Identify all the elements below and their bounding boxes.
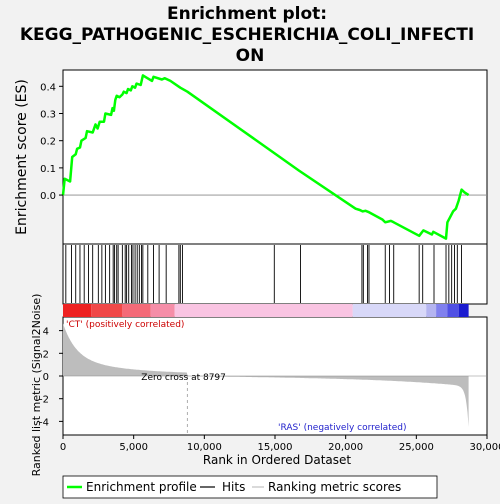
x-tick-label: 25,000 [399,442,434,453]
chart-title-line-3: ON [236,46,265,66]
positive-correlation-label: 'CT' (positively correlated) [66,320,184,330]
y-axis-label-es: Enrichment score (ES) [14,79,30,235]
x-tick-label: 0 [60,442,66,453]
colorbar-segment [91,304,122,317]
legend-label-ranking-metric: Ranking metric scores [268,480,401,494]
x-tick-label: 30,000 [470,442,500,453]
chart-title-line-1: Enrichment plot: [167,4,327,24]
metric-y-tick-label: 4 [43,327,49,338]
colorbar-segment [151,304,175,317]
rank-colorbar [63,304,469,317]
x-tick-label: 5,000 [119,442,148,453]
chart-title: Enrichment plot: KEGG_PATHOGENIC_ESCHERI… [20,4,480,66]
colorbar-segment [447,304,458,317]
x-tick-label: 15,000 [258,442,293,453]
y-axis-label-metric: Ranked list metric (Signal2Noise) [30,294,43,477]
x-axis-label: Rank in Ordered Dataset [203,453,351,467]
es-y-tick-label: 0.0 [40,191,56,202]
colorbar-segment [459,304,469,317]
x-tick-label: 20,000 [328,442,363,453]
colorbar-segment [353,304,426,317]
legend-label-enrichment-profile: Enrichment profile [86,480,197,494]
es-y-tick-label: 0.3 [40,110,56,121]
colorbar-segment [426,304,436,317]
chart-title-line-2: KEGG_PATHOGENIC_ESCHERICHIA_COLI_INFECTI [20,25,474,45]
legend-label-hits: Hits [222,480,245,494]
x-tick-label: 10,000 [187,442,222,453]
colorbar-segment [63,304,91,317]
es-y-tick-label: 0.2 [40,137,56,148]
colorbar-segment [122,304,150,317]
metric-y-tick-label: 0 [43,372,49,383]
negative-correlation-label: 'RAS' (negatively correlated) [278,423,406,433]
es-panel [63,70,487,244]
zero-cross-label: Zero cross at 8797 [141,373,226,383]
es-y-tick-label: 0.1 [40,164,56,175]
colorbar-segment [175,304,353,317]
metric-y-tick-label: 2 [43,349,49,360]
es-y-tick-label: 0.4 [40,82,56,93]
colorbar-segment [436,304,447,317]
